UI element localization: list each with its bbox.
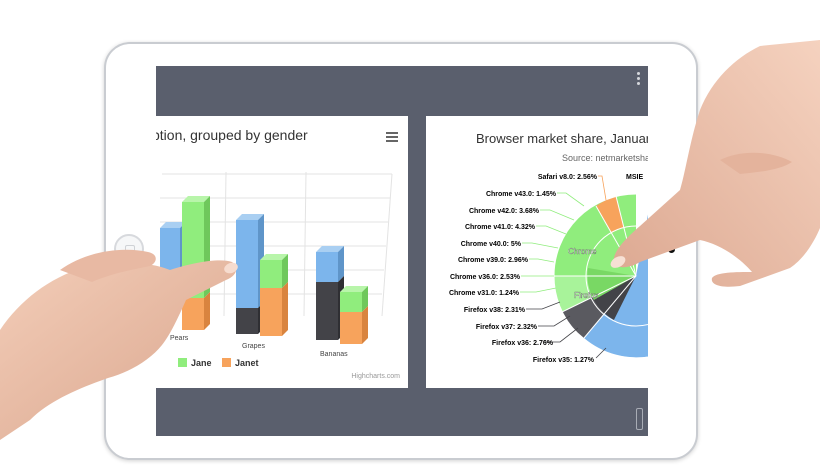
legend-swatch-jane: [178, 358, 187, 367]
slice-label-firefox-v37: Firefox v37: 2.32%: [476, 324, 538, 331]
column-chart-card: ption, grouped by gender: [156, 116, 408, 388]
slice-ie: [614, 240, 648, 326]
category-label-bananas: Bananas: [320, 351, 348, 358]
slice-label-chrome-v36: Chrome v36.0: 2.53%: [450, 274, 521, 281]
resize-icon[interactable]: [636, 408, 643, 430]
inner-label-firefox: Firefox: [574, 291, 598, 300]
chart-title: Browser market share, January,: [476, 131, 648, 146]
credits-link[interactable]: Highcharts.com: [351, 373, 400, 380]
slice-label-chrome-v40: Chrome v40.0: 5%: [461, 241, 522, 248]
slice-label-firefox-v35: Firefox v35: 1.27%: [533, 357, 595, 364]
slice-label-firefox-v38: Firefox v38: 2.31%: [464, 307, 526, 314]
slice-firefox: [594, 276, 636, 320]
bananas-group: [316, 246, 368, 344]
menu-icon[interactable]: [386, 132, 398, 142]
slice-label-chrome-v31: Chrome v31.0: 1.24%: [449, 290, 520, 297]
bar-grapes-dark: [236, 308, 258, 334]
bar-pears-orange: [182, 298, 204, 330]
bar-grapes-blue: [236, 220, 258, 308]
bar-grapes-green: [260, 260, 282, 288]
chart-title: ption, grouped by gender: [156, 127, 308, 143]
grapes-group: [236, 214, 288, 336]
leader-lines: [520, 175, 607, 359]
slice-label-chrome-v42: Chrome v42.0: 3.68%: [469, 208, 540, 215]
legend-label-jane: Jane: [191, 358, 212, 368]
category-label-grapes: Grapes: [242, 343, 265, 350]
bar-bananas-dark: [316, 282, 338, 340]
chart-subtitle: Source: netmarketshar: [562, 153, 648, 163]
tablet-screen: ption, grouped by gender: [156, 66, 648, 436]
slice-label-chrome-v41: Chrome v41.0: 4.32%: [465, 224, 536, 231]
slice-label-firefox-v36: Firefox v36: 2.76%: [492, 340, 554, 347]
bar-bananas-orange: [340, 312, 362, 344]
bar-grapes-orange: [260, 288, 282, 336]
column-chart: Pears Grapes Bananas Jane Janet: [160, 171, 393, 368]
slice-label-chrome-v43: Chrome v43.0: 1.45%: [486, 191, 557, 198]
legend-label-janet: Janet: [235, 358, 259, 368]
category-label-pears: Pears: [170, 335, 189, 342]
legend-swatch-janet: [222, 358, 231, 367]
bar-bananas-green: [340, 292, 362, 312]
slice-label-msie: MSIE: [626, 174, 643, 181]
inner-label-chrome: Chrome: [568, 247, 597, 256]
slice-label-chrome-v39: Chrome v39.0: 2.96%: [458, 257, 529, 264]
more-vert-icon[interactable]: [636, 72, 642, 88]
bar-bananas-blue: [316, 252, 338, 282]
slice-label-safari-v8: Safari v8.0: 2.56%: [538, 174, 598, 181]
